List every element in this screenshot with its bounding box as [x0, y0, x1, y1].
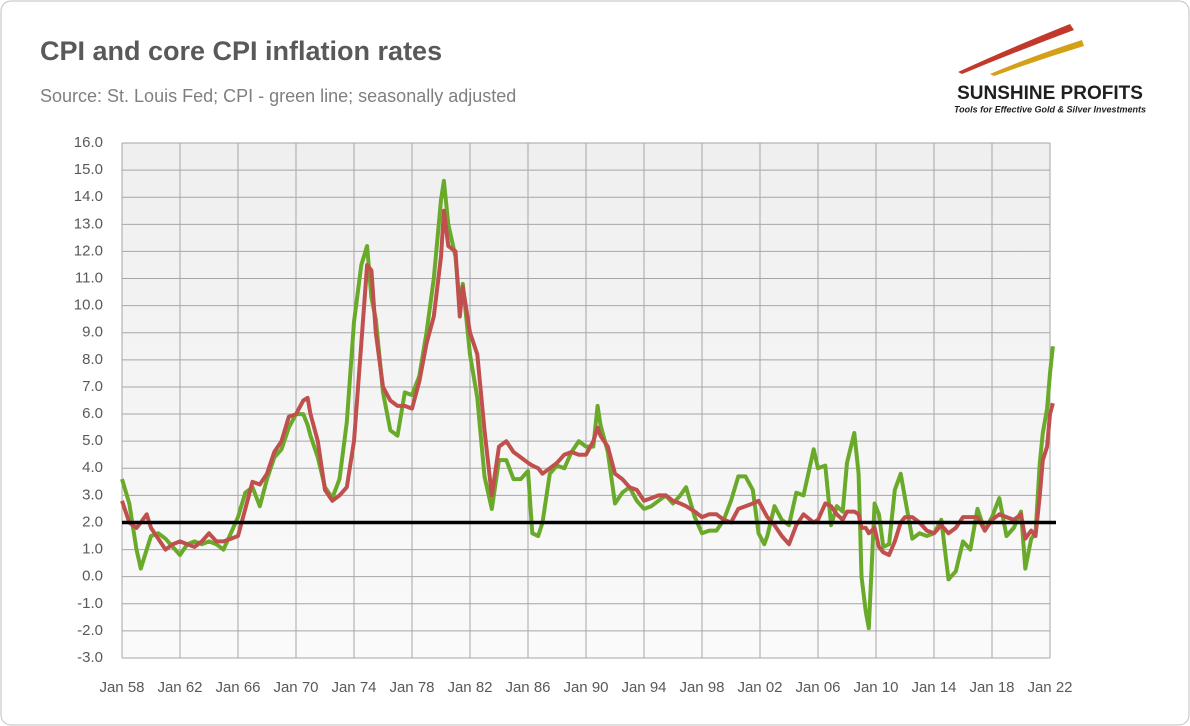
y-tick-label: 13.0: [74, 215, 103, 232]
y-tick-label: 8.0: [82, 351, 103, 368]
x-tick-label: Jan 58: [99, 679, 144, 696]
x-tick-label: Jan 10: [853, 679, 898, 696]
x-tick-label: Jan 94: [621, 679, 666, 696]
y-tick-label: 3.0: [82, 486, 103, 503]
x-tick-label: Jan 18: [969, 679, 1014, 696]
logo-name: SUNSHINE PROFITS: [957, 83, 1143, 104]
x-tick-label: Jan 74: [331, 679, 376, 696]
logo: SUNSHINE PROFITS Tools for Effective Gol…: [954, 24, 1146, 114]
y-tick-label: 4.0: [82, 459, 103, 476]
x-tick-label: Jan 62: [157, 679, 202, 696]
y-tick-label: -1.0: [77, 595, 103, 612]
chart-subtitle: Source: St. Louis Fed; CPI - green line;…: [40, 86, 516, 106]
y-tick-label: 12.0: [74, 242, 103, 259]
y-tick-label: 9.0: [82, 324, 103, 341]
y-tick-label: 10.0: [74, 297, 103, 314]
logo-tagline: Tools for Effective Gold & Silver Invest…: [954, 104, 1146, 114]
x-tick-label: Jan 14: [911, 679, 956, 696]
series-line: [120, 208, 1055, 557]
y-tick-label: 0.0: [82, 568, 103, 585]
logo-swoosh: [958, 24, 1074, 74]
y-tick-label: -3.0: [77, 649, 103, 666]
y-tick-label: 15.0: [74, 161, 103, 178]
x-tick-label: Jan 02: [737, 679, 782, 696]
series-line: [120, 178, 1055, 631]
y-tick-label: 16.0: [74, 134, 103, 151]
y-tick-label: 5.0: [82, 432, 103, 449]
x-tick-label: Jan 22: [1027, 679, 1072, 696]
y-tick-label: 1.0: [82, 541, 103, 558]
x-tick-label: Jan 90: [563, 679, 608, 696]
y-tick-label: 14.0: [74, 188, 103, 205]
x-tick-label: Jan 70: [273, 679, 318, 696]
y-tick-label: 2.0: [82, 513, 103, 530]
logo-swoosh: [990, 40, 1084, 76]
x-tick-label: Jan 98: [679, 679, 724, 696]
chart-title: CPI and core CPI inflation rates: [40, 36, 442, 66]
x-tick-label: Jan 82: [447, 679, 492, 696]
y-tick-label: 7.0: [82, 378, 103, 395]
y-tick-label: 11.0: [75, 269, 103, 286]
y-tick-label: -2.0: [77, 622, 103, 639]
x-tick-label: Jan 86: [505, 679, 550, 696]
x-tick-label: Jan 66: [215, 679, 260, 696]
x-tick-label: Jan 78: [389, 679, 434, 696]
y-tick-label: 6.0: [82, 405, 103, 422]
x-tick-label: Jan 06: [795, 679, 840, 696]
